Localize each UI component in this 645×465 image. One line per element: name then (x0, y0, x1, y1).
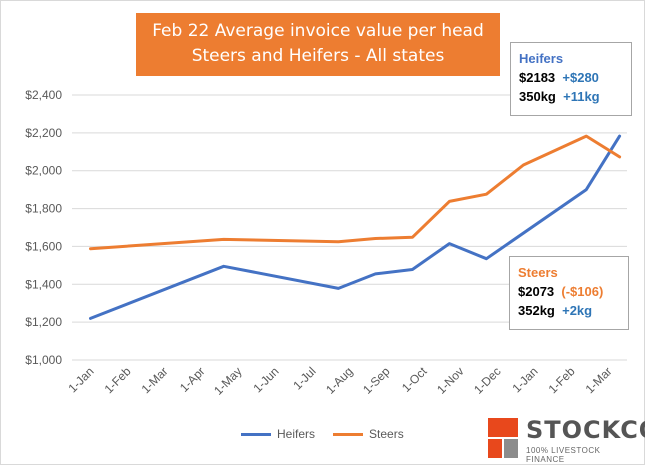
steers-weight-row: 352kg +2kg (518, 301, 620, 320)
x-tick-label: 1-Feb (102, 364, 134, 396)
x-tick-label: 1-May (211, 364, 244, 397)
heifers-price: $2183 (519, 70, 556, 85)
x-tick-label: 1-Feb (546, 364, 578, 396)
x-tick-label: 1-Aug (323, 364, 356, 397)
legend-swatch-heifers (241, 432, 271, 436)
steers-callout: Steers $2073 (-$106) 352kg +2kg (509, 256, 629, 330)
steers-weight-change: +2kg (562, 303, 593, 318)
chart-legend: Heifers Steers (241, 427, 422, 441)
y-tick-label: $1,400 (25, 277, 62, 291)
y-tick-label: $1,000 (25, 353, 62, 367)
x-tick-label: 1-Jan (509, 364, 540, 395)
heifers-weight-change: +11kg (563, 89, 600, 104)
y-tick-label: $1,800 (25, 202, 62, 216)
steers-weight: 352kg (518, 303, 555, 318)
x-tick-label: 1-Oct (399, 364, 430, 395)
legend-swatch-steers (333, 432, 364, 436)
legend-label-steers: Steers (369, 427, 404, 441)
chart-title: Feb 22 Average invoice value per head St… (136, 13, 500, 76)
logo-brand: STOCKCO (526, 416, 645, 444)
x-tick-label: 1-Mar (583, 364, 615, 396)
x-tick-label: 1-Mar (139, 364, 171, 396)
legend-label-heifers: Heifers (277, 427, 316, 441)
legend-item-heifers: Heifers (241, 427, 315, 441)
x-tick-label: 1-Sep (360, 364, 393, 397)
legend-item-steers: Steers (333, 427, 404, 441)
y-tick-label: $1,200 (25, 315, 62, 329)
y-tick-label: $1,600 (25, 239, 62, 253)
steers-price-change: (-$106) (561, 284, 604, 299)
y-tick-label: $2,400 (25, 88, 62, 102)
y-axis-ticks: $1,000 $1,200 $1,400 $1,600 $1,800 $2,000 $2,2… (25, 88, 62, 367)
y-tick-label: $2,000 (25, 164, 62, 178)
logo-tagline: 100% LIVESTOCK FINANCE (526, 446, 601, 464)
steers-price: $2073 (518, 284, 555, 299)
heifers-price-change: +$280 (562, 70, 599, 85)
series-lines (89, 134, 622, 320)
series-line-heifers (89, 134, 622, 320)
x-tick-label: 1-Jun (250, 364, 281, 395)
stockco-logo-mark (488, 418, 518, 458)
chart-title-line-2: Steers and Heifers - All states (191, 46, 445, 66)
x-axis-ticks: 1-Jan 1-Feb 1-Mar 1-Apr 1-May 1-Jun 1-Jul 1-Aug… (65, 364, 614, 398)
x-tick-label: 1-Dec (471, 364, 504, 397)
heifers-callout: Heifers $2183 +$280 350kg +11kg (510, 42, 632, 116)
x-tick-label: 1-Jul (290, 364, 318, 392)
x-tick-label: 1-Jan (65, 364, 96, 395)
heifers-callout-title: Heifers (519, 51, 564, 66)
stockco-logo: STOCKCO 100% LIVESTOCK FINANCE (488, 412, 645, 464)
heifers-weight: 350kg (519, 89, 556, 104)
heifers-price-row: $2183 +$280 (519, 68, 623, 87)
chart-title-line-1: Feb 22 Average invoice value per head (152, 21, 484, 41)
steers-price-row: $2073 (-$106) (518, 282, 620, 301)
series-line-steers (89, 134, 622, 251)
steers-callout-title: Steers (518, 265, 558, 280)
x-tick-label: 1-Apr (177, 364, 208, 395)
x-tick-label: 1-Nov (434, 364, 467, 397)
heifers-weight-row: 350kg +11kg (519, 87, 623, 106)
y-tick-label: $2,200 (25, 126, 62, 140)
